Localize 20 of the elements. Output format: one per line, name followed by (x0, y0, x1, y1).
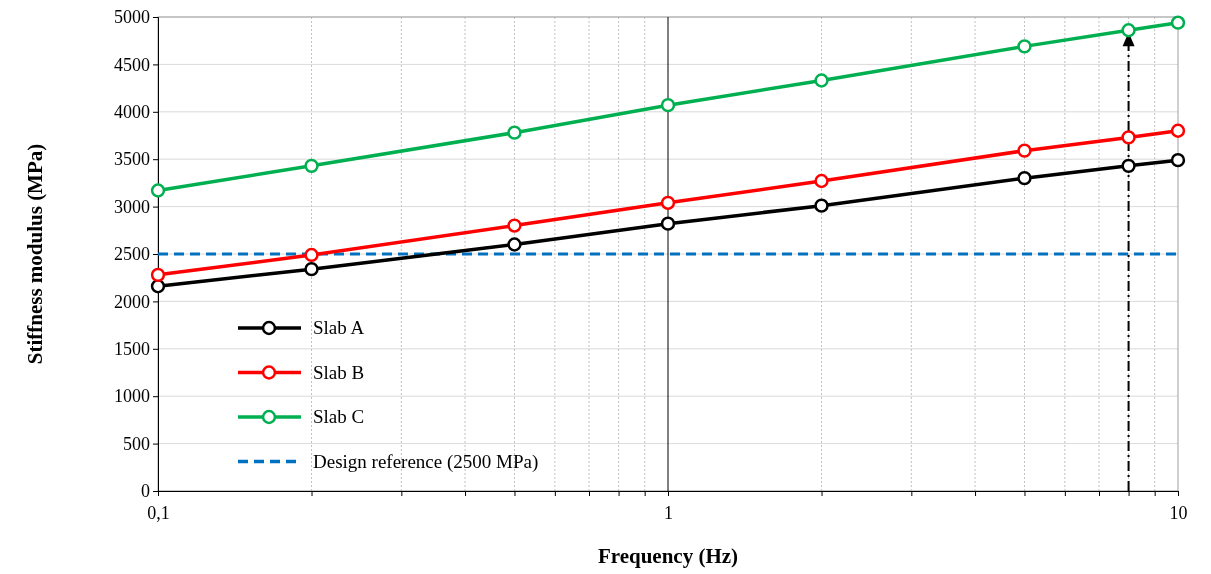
x-tick-label: 1 (664, 502, 673, 523)
y-tick-label: 2000 (114, 291, 150, 312)
y-axis-title: Stiffness modulus (MPa) (23, 143, 47, 365)
legend-label: Design reference (2500 MPa) (313, 450, 539, 473)
x-axis-title: Frequency (Hz) (597, 544, 739, 568)
y-tick-label: 4000 (114, 102, 150, 123)
y-tick-label: 500 (123, 433, 150, 454)
y-tick-label: 1000 (114, 386, 150, 407)
y-tick-label: 2500 (114, 244, 150, 265)
x-tick-label: 10 (1169, 502, 1188, 523)
y-tick-label: 1500 (114, 339, 150, 360)
x-tick-label: 0,1 (147, 502, 170, 523)
y-tick-label: 3500 (114, 149, 150, 170)
y-tick-label: 4500 (114, 54, 150, 75)
y-tick-label: 3000 (114, 196, 150, 217)
y-tick-label: 0 (141, 481, 150, 502)
legend-label: Slab B (313, 361, 365, 383)
legend-label: Slab C (313, 406, 365, 427)
legend-label: Slab A (313, 317, 365, 338)
y-tick-label: 5000 (114, 7, 150, 28)
